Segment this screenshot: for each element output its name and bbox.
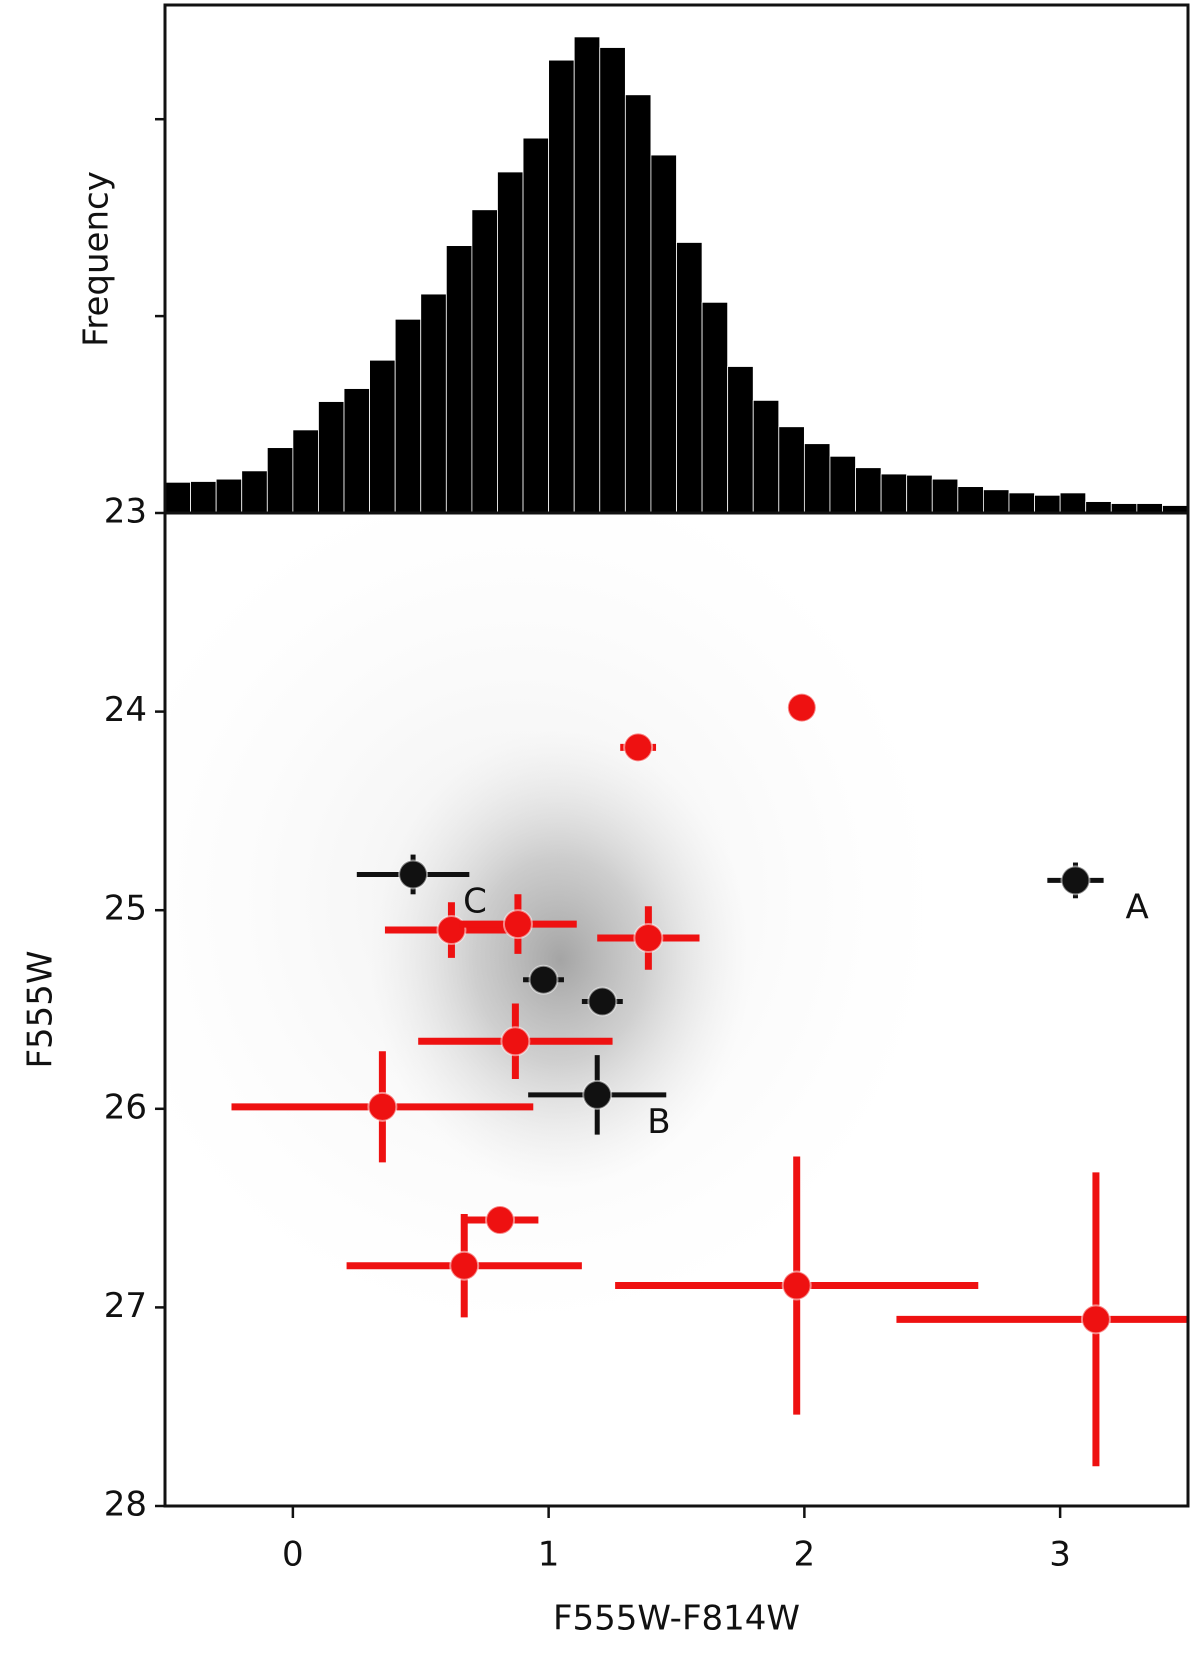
histogram-bar: [215, 478, 243, 513]
histogram-bar: [318, 401, 345, 513]
data-point: [786, 692, 817, 723]
histogram-bar: [1008, 492, 1035, 513]
data-point: [587, 986, 618, 1017]
y-tick-label: 28: [104, 1485, 147, 1525]
histogram-bar: [497, 171, 524, 513]
histogram-bar: [394, 318, 422, 513]
y-tick-label: 27: [104, 1286, 147, 1326]
x-tick-label: 2: [794, 1535, 816, 1575]
data-point: [1080, 1304, 1111, 1335]
histogram-bar: [650, 154, 677, 513]
x-tick-label: 1: [538, 1535, 560, 1575]
data-point: [1060, 865, 1091, 896]
data-point: [500, 1026, 531, 1057]
panel-frame: [163, 511, 1190, 1508]
histogram-bar: [957, 486, 984, 513]
histogram-bar: [931, 478, 959, 513]
histogram-bar: [599, 47, 626, 513]
histogram-bar: [906, 474, 933, 513]
histogram-bar: [241, 470, 268, 513]
histogram-bar: [445, 245, 473, 513]
histogram-bar: [1085, 501, 1112, 513]
histogram-bar: [676, 242, 703, 513]
y-tick-label: 23: [104, 492, 147, 532]
data-point: [502, 909, 533, 940]
y-axis-label: Frequency: [77, 171, 117, 347]
data-point: [623, 732, 654, 763]
data-point: [436, 915, 467, 946]
data-point: [398, 859, 429, 890]
histogram-bar: [727, 366, 754, 513]
histogram-bar: [1034, 494, 1061, 513]
histogram-bar: [855, 467, 882, 513]
histogram-bar: [548, 59, 575, 513]
point-label: C: [463, 881, 487, 921]
histogram-bar: [292, 429, 319, 513]
data-point: [781, 1270, 812, 1301]
x-tick-label: 3: [1049, 1535, 1071, 1575]
histogram-panel: [165, 36, 1188, 513]
histogram-bar: [471, 209, 498, 513]
x-axis-label: F555W-F814W: [553, 1599, 800, 1639]
histogram-bar: [983, 489, 1010, 513]
histogram-bar: [420, 293, 447, 513]
data-point: [367, 1091, 398, 1122]
histogram-bar: [829, 455, 856, 513]
point-label: A: [1125, 887, 1148, 927]
histogram-bar: [343, 388, 370, 513]
data-point: [449, 1250, 480, 1281]
histogram-bar: [1059, 492, 1087, 513]
data-point: [582, 1079, 613, 1110]
point-label: B: [647, 1102, 670, 1142]
x-tick-label: 0: [282, 1535, 304, 1575]
y-tick-label: 26: [104, 1087, 147, 1127]
histogram-bar: [752, 399, 780, 513]
histogram-bar: [778, 426, 805, 513]
histogram-bar: [266, 447, 294, 513]
y-axis-label: F555W: [21, 950, 61, 1068]
data-point: [528, 964, 559, 995]
y-tick-label: 25: [104, 889, 147, 929]
histogram-bar: [522, 137, 550, 513]
histogram-bar: [880, 473, 908, 513]
histogram-bar: [165, 481, 191, 513]
histogram-bar: [369, 359, 396, 513]
histogram-bar: [573, 36, 601, 513]
histogram-bar: [624, 94, 652, 513]
data-point: [633, 923, 664, 954]
density-cloud: [370, 730, 750, 1190]
data-point: [485, 1205, 516, 1236]
histogram-bar: [190, 481, 217, 513]
scatter-panel: [165, 513, 1188, 1467]
histogram-bar: [803, 443, 831, 513]
y-tick-label: 24: [104, 690, 147, 730]
histogram-bar: [701, 301, 729, 513]
